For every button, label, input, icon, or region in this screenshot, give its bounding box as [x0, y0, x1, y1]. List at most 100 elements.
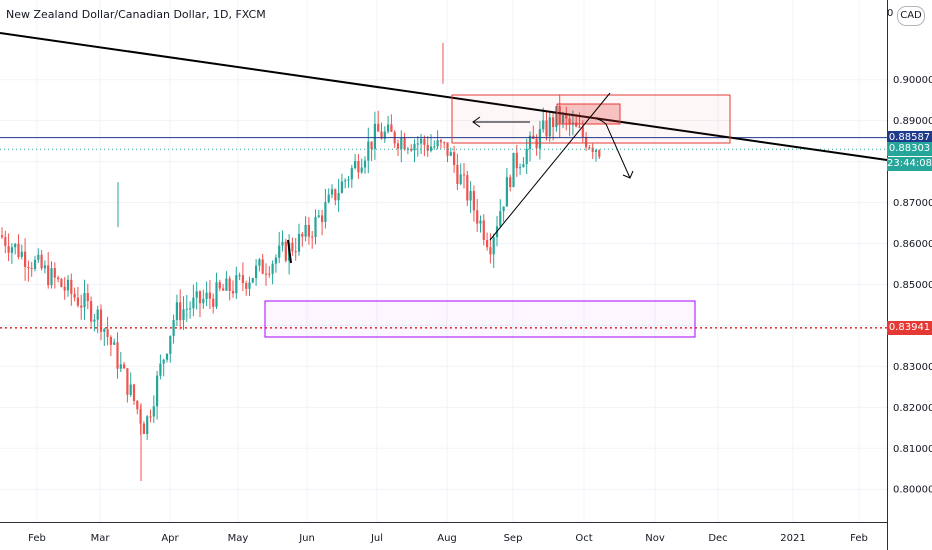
x-tick-label: Aug	[437, 533, 457, 544]
candle-body	[47, 265, 50, 286]
support-price-tag: 0.83941	[887, 320, 932, 335]
candle-body	[40, 254, 43, 269]
candle-body	[17, 243, 20, 257]
candle-body	[297, 233, 301, 252]
candle-body	[175, 302, 178, 320]
candle-body	[228, 278, 231, 291]
candle-body	[43, 265, 46, 269]
currency-button[interactable]: CAD	[897, 6, 925, 26]
candle-body	[502, 206, 505, 212]
candle-body	[264, 273, 268, 275]
candle-body	[73, 293, 76, 298]
resistance-price-tag: 0.88587	[887, 130, 932, 145]
candle-body	[337, 192, 340, 201]
candle-body	[354, 161, 357, 169]
candle-body	[172, 319, 175, 336]
y-tick-label: 0.83000	[893, 362, 932, 373]
candle-body	[86, 293, 89, 302]
candle-body	[258, 259, 261, 266]
candle-body	[383, 131, 386, 139]
candle-body	[548, 117, 551, 137]
candle-body	[0, 235, 4, 238]
candle-body	[307, 224, 310, 237]
candle-body	[126, 368, 129, 395]
candle-body	[53, 268, 56, 278]
x-tick-label: May	[228, 533, 249, 544]
candle-body	[231, 290, 235, 294]
x-tick-label: Sep	[504, 533, 523, 544]
candle-body	[99, 309, 103, 332]
candle-body	[33, 259, 37, 269]
resistance-zone-box	[451, 94, 731, 144]
candle-body	[245, 283, 248, 289]
candle-body	[116, 342, 119, 369]
candle-body	[129, 384, 132, 395]
x-tick-label: Nov	[645, 533, 665, 544]
candle-body	[146, 416, 149, 435]
candle-body	[142, 423, 145, 435]
y-tick-label: 0.82000	[893, 403, 932, 414]
candle-body	[420, 139, 423, 144]
candles	[0, 42, 601, 482]
candle-body	[4, 237, 7, 246]
x-tick-label: Feb	[28, 533, 46, 544]
x-tick-label: Apr	[161, 533, 179, 544]
candle-body	[169, 335, 172, 354]
y-tick-label: 0.90000	[893, 75, 932, 86]
countdown-tag: 23:44:08	[887, 157, 932, 172]
candle-body	[274, 257, 277, 264]
candle-body	[60, 279, 63, 287]
candle-body	[555, 106, 558, 128]
chart-title: New Zealand Dollar/Canadian Dollar, 1D, …	[6, 8, 266, 21]
candle-body	[109, 336, 112, 345]
candle-body	[505, 177, 508, 207]
candle-body	[208, 292, 211, 299]
candle-body	[387, 124, 390, 132]
candle-body	[542, 120, 545, 130]
candle-body	[439, 140, 442, 143]
y-tick-label: 0.80000	[893, 485, 932, 496]
candle-body	[552, 117, 555, 128]
candle-body	[486, 239, 489, 248]
candle-body	[327, 194, 330, 203]
candle-body	[215, 282, 218, 307]
candle-body	[370, 141, 373, 150]
leftward-arrow-head	[472, 116, 481, 128]
candle-body	[525, 148, 528, 165]
candle-body	[284, 241, 287, 261]
candle-body	[165, 353, 169, 360]
candle-body	[119, 364, 122, 369]
candle-body	[357, 161, 360, 173]
downward-arrow-shaft	[605, 123, 631, 179]
candle-body	[462, 174, 466, 176]
candle-body	[558, 106, 561, 124]
candle-body	[330, 189, 334, 195]
candle-body	[476, 210, 479, 224]
candle-body	[429, 146, 433, 151]
candle-body	[57, 277, 60, 280]
candle-body	[499, 211, 502, 227]
candle-body	[103, 329, 106, 332]
candle-body	[426, 144, 429, 151]
candle-body	[159, 363, 162, 376]
candle-body	[360, 167, 363, 173]
candle-body	[380, 131, 383, 139]
candle-body	[212, 298, 215, 307]
candle-body	[255, 265, 258, 279]
candle-body	[7, 245, 10, 253]
candle-body	[446, 142, 449, 156]
candle-body	[410, 148, 413, 151]
candle-body	[568, 118, 571, 125]
candle-body	[585, 136, 588, 148]
candle-body	[93, 319, 96, 322]
candle-body	[594, 150, 598, 152]
candle-body	[314, 216, 317, 237]
candle-body	[578, 126, 581, 128]
candle-body	[347, 179, 350, 181]
supply-zone-box	[556, 103, 621, 125]
candle-body	[575, 122, 578, 127]
candle-body	[519, 167, 522, 169]
candle-body	[598, 150, 601, 157]
candle-body	[469, 191, 472, 201]
